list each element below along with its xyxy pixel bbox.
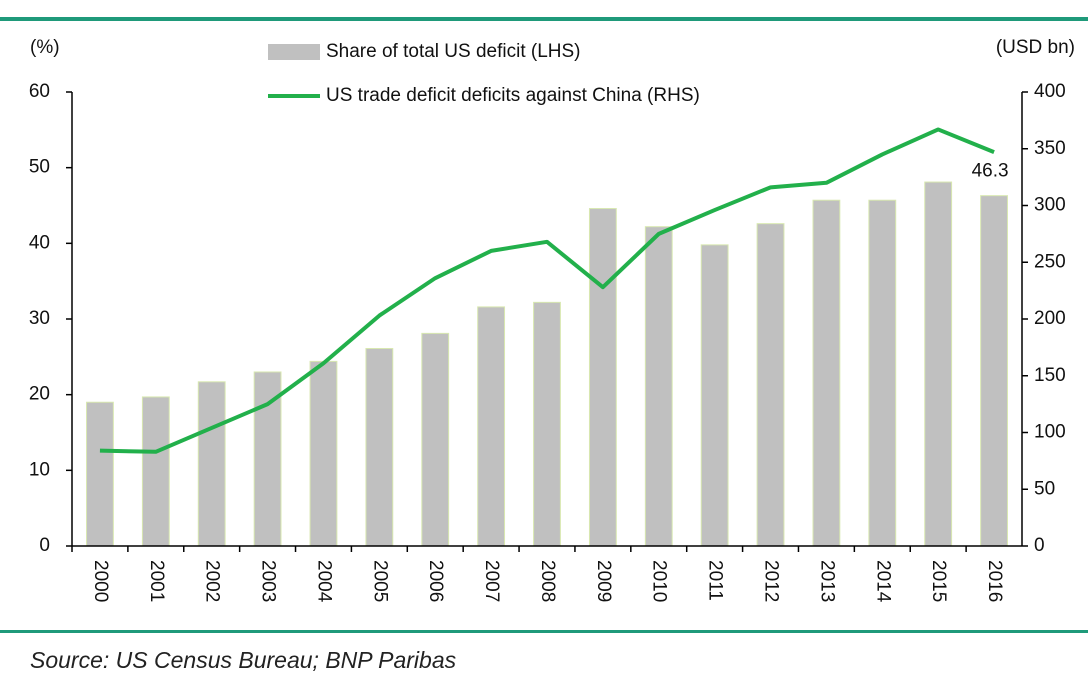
x-tick-label: 2006 xyxy=(425,560,446,602)
bar xyxy=(86,401,114,547)
y-tick-label: 50 xyxy=(29,157,50,178)
x-tick-label: 2001 xyxy=(146,560,167,602)
bar xyxy=(924,181,953,547)
x-tick-label: 2003 xyxy=(258,560,279,602)
legend-label: US trade deficit deficits against China … xyxy=(326,85,700,106)
x-tick-label: 2008 xyxy=(537,560,558,602)
y2-tick-label: 0 xyxy=(1034,535,1045,556)
line xyxy=(99,127,995,454)
top-rule xyxy=(0,17,1088,21)
bar xyxy=(756,223,785,547)
y-tick-label: 60 xyxy=(29,81,50,102)
y2-tick-label: 350 xyxy=(1034,138,1066,159)
bar xyxy=(588,208,617,547)
bar xyxy=(477,306,506,547)
y-tick-label: 30 xyxy=(29,308,50,329)
x-tick-label: 2007 xyxy=(481,560,502,602)
bottom-rule xyxy=(0,630,1088,633)
bar xyxy=(197,381,226,547)
bar xyxy=(365,348,394,547)
y-tick-label: 0 xyxy=(39,535,50,556)
legend-swatch xyxy=(268,44,320,60)
y-tick-label: 40 xyxy=(29,232,50,253)
bar xyxy=(421,332,450,547)
y2-tick-label: 250 xyxy=(1034,251,1066,272)
x-tick-label: 2004 xyxy=(313,560,334,603)
x-tick-label: 2000 xyxy=(90,560,111,602)
bar xyxy=(980,195,1008,547)
bar xyxy=(644,226,673,547)
y2-tick-label: 50 xyxy=(1034,478,1055,499)
bar xyxy=(141,396,170,547)
y2-tick-label: 400 xyxy=(1034,81,1066,102)
bar xyxy=(253,371,282,547)
y2-tick-label: 300 xyxy=(1034,195,1066,216)
source: Source: US Census Bureau; BNP Paribas xyxy=(30,647,457,673)
x-tick-label: 2014 xyxy=(872,560,893,603)
x-tick-label: 2012 xyxy=(761,560,782,602)
x-tick-label: 2016 xyxy=(984,560,1005,602)
y2-tick-label: 150 xyxy=(1034,365,1066,386)
bar xyxy=(700,244,729,547)
data-label: 46.3 xyxy=(972,161,1009,182)
x-tick-label: 2015 xyxy=(928,560,949,602)
bar xyxy=(309,360,338,547)
y2-tick-label: 100 xyxy=(1034,422,1066,443)
y-tick-label: 20 xyxy=(29,384,50,405)
x-tick-label: 2005 xyxy=(369,560,390,602)
bar xyxy=(868,199,897,547)
legend-label: Share of total US deficit (LHS) xyxy=(326,41,581,62)
bar xyxy=(812,199,841,547)
x-tick-label: 2002 xyxy=(202,560,223,602)
y-tick-label: 10 xyxy=(29,459,50,480)
y2-tick-label: 200 xyxy=(1034,308,1066,329)
bar xyxy=(533,301,561,547)
x-tick-label: 2009 xyxy=(593,560,614,602)
y2-axis-label: (USD bn) xyxy=(996,37,1075,58)
x-tick-label: 2011 xyxy=(705,560,726,601)
y-axis-label: (%) xyxy=(30,37,60,58)
x-tick-label: 2013 xyxy=(816,560,837,602)
x-tick-label: 2010 xyxy=(649,560,670,602)
